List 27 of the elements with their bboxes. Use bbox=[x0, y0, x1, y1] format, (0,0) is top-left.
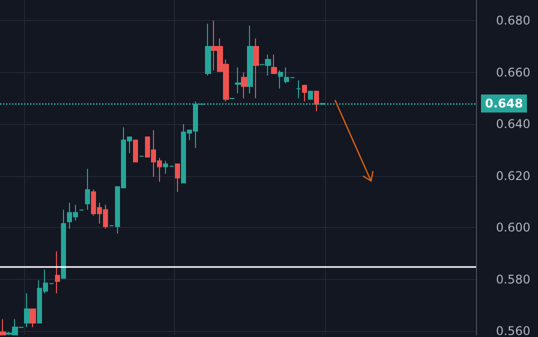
y-tick-label: 0.560 bbox=[496, 324, 530, 337]
candlestick bbox=[302, 84, 307, 102]
y-tick-label: 0.600 bbox=[496, 220, 530, 235]
candlestick bbox=[133, 140, 138, 162]
candlestick bbox=[247, 25, 253, 94]
candlestick bbox=[314, 90, 319, 112]
candlestick bbox=[235, 66, 241, 94]
candlestick bbox=[0, 318, 6, 336]
y-tick-label: 0.640 bbox=[496, 117, 530, 132]
y-tick-label: 0.680 bbox=[496, 14, 530, 28]
candlestick bbox=[85, 168, 90, 210]
candlestick bbox=[278, 70, 283, 89]
y-tick-label: 0.660 bbox=[496, 65, 530, 80]
y-tick-label: 0.620 bbox=[496, 168, 530, 183]
candlestick bbox=[296, 80, 301, 99]
candlestick bbox=[175, 163, 180, 192]
y-tick-label: 0.580 bbox=[496, 272, 530, 286]
candlestick bbox=[55, 250, 60, 294]
candlestick bbox=[24, 292, 30, 328]
candlestick bbox=[61, 209, 66, 279]
candlestick bbox=[271, 54, 277, 74]
candlestick bbox=[241, 72, 247, 99]
candlestick bbox=[205, 23, 211, 76]
ref-line-label: 0.648 bbox=[485, 96, 523, 110]
candlestick bbox=[30, 308, 36, 328]
candlestick bbox=[253, 38, 259, 99]
candlestick bbox=[308, 90, 313, 100]
